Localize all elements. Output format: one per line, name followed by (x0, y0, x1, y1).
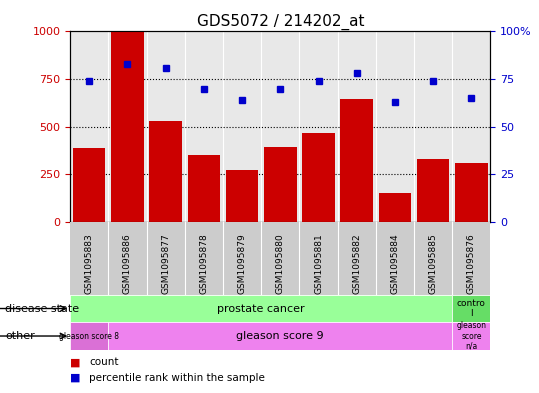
Bar (302, 133, 335, 222)
Bar (417, 159, 450, 222)
Bar (452, 322, 490, 350)
Text: GSM1095881: GSM1095881 (314, 233, 323, 294)
Text: GSM1095882: GSM1095882 (352, 233, 361, 294)
Bar (111, 31, 143, 222)
Text: GSM1095878: GSM1095878 (199, 233, 209, 294)
Text: GSM1095883: GSM1095883 (85, 233, 94, 294)
Bar (379, 193, 411, 222)
Bar (188, 155, 220, 222)
Bar (149, 121, 182, 222)
Bar (73, 148, 106, 222)
Text: other: other (5, 331, 35, 341)
Text: GSM1095886: GSM1095886 (123, 233, 132, 294)
Text: GSM1095880: GSM1095880 (276, 233, 285, 294)
Text: gleason
score
n/a: gleason score n/a (457, 321, 486, 351)
Text: GSM1095884: GSM1095884 (390, 233, 399, 294)
Text: contro
l: contro l (457, 299, 486, 318)
Text: gleason score 9: gleason score 9 (237, 331, 324, 341)
Bar (108, 322, 452, 350)
Bar (341, 99, 373, 222)
Text: gleason score 8: gleason score 8 (59, 332, 119, 340)
Bar (264, 147, 296, 222)
Bar (455, 163, 488, 222)
Bar (452, 295, 490, 322)
Text: GSM1095879: GSM1095879 (238, 233, 246, 294)
Text: ■: ■ (70, 357, 80, 367)
Text: prostate cancer: prostate cancer (217, 303, 305, 314)
Text: GSM1095885: GSM1095885 (429, 233, 438, 294)
Bar (70, 322, 108, 350)
Title: GDS5072 / 214202_at: GDS5072 / 214202_at (197, 14, 364, 30)
Text: percentile rank within the sample: percentile rank within the sample (89, 373, 265, 383)
Bar (226, 170, 258, 222)
Text: GSM1095876: GSM1095876 (467, 233, 476, 294)
Text: count: count (89, 357, 119, 367)
Text: ■: ■ (70, 373, 80, 383)
Text: GSM1095877: GSM1095877 (161, 233, 170, 294)
Text: disease state: disease state (5, 303, 80, 314)
